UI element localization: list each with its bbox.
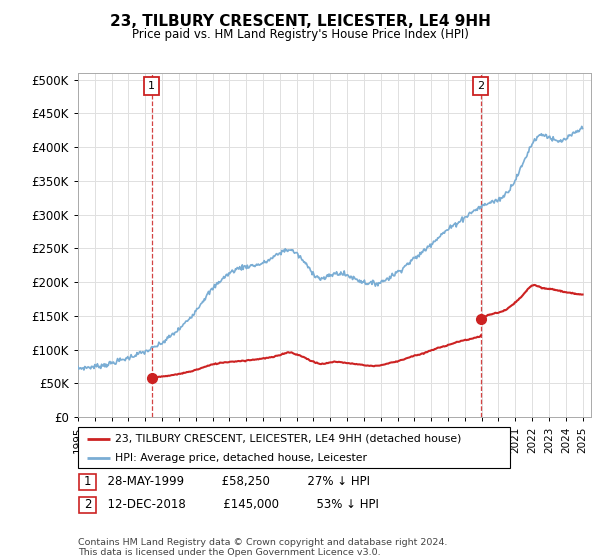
Bar [79, 497, 96, 513]
Bar [79, 474, 96, 490]
Text: HPI: Average price, detached house, Leicester: HPI: Average price, detached house, Leic… [115, 452, 367, 463]
Text: 1: 1 [84, 475, 91, 488]
Text: 2: 2 [84, 498, 91, 511]
Text: 23, TILBURY CRESCENT, LEICESTER, LE4 9HH (detached house): 23, TILBURY CRESCENT, LEICESTER, LE4 9HH… [115, 433, 461, 444]
Text: 1: 1 [148, 81, 155, 91]
Text: 12-DEC-2018          £145,000          53% ↓ HPI: 12-DEC-2018 £145,000 53% ↓ HPI [100, 498, 379, 511]
Text: 2: 2 [477, 81, 484, 91]
Text: 23, TILBURY CRESCENT, LEICESTER, LE4 9HH: 23, TILBURY CRESCENT, LEICESTER, LE4 9HH [110, 14, 490, 29]
Text: Price paid vs. HM Land Registry's House Price Index (HPI): Price paid vs. HM Land Registry's House … [131, 28, 469, 41]
Text: Contains HM Land Registry data © Crown copyright and database right 2024.
This d: Contains HM Land Registry data © Crown c… [78, 538, 448, 557]
Text: 28-MAY-1999          £58,250          27% ↓ HPI: 28-MAY-1999 £58,250 27% ↓ HPI [100, 475, 370, 488]
